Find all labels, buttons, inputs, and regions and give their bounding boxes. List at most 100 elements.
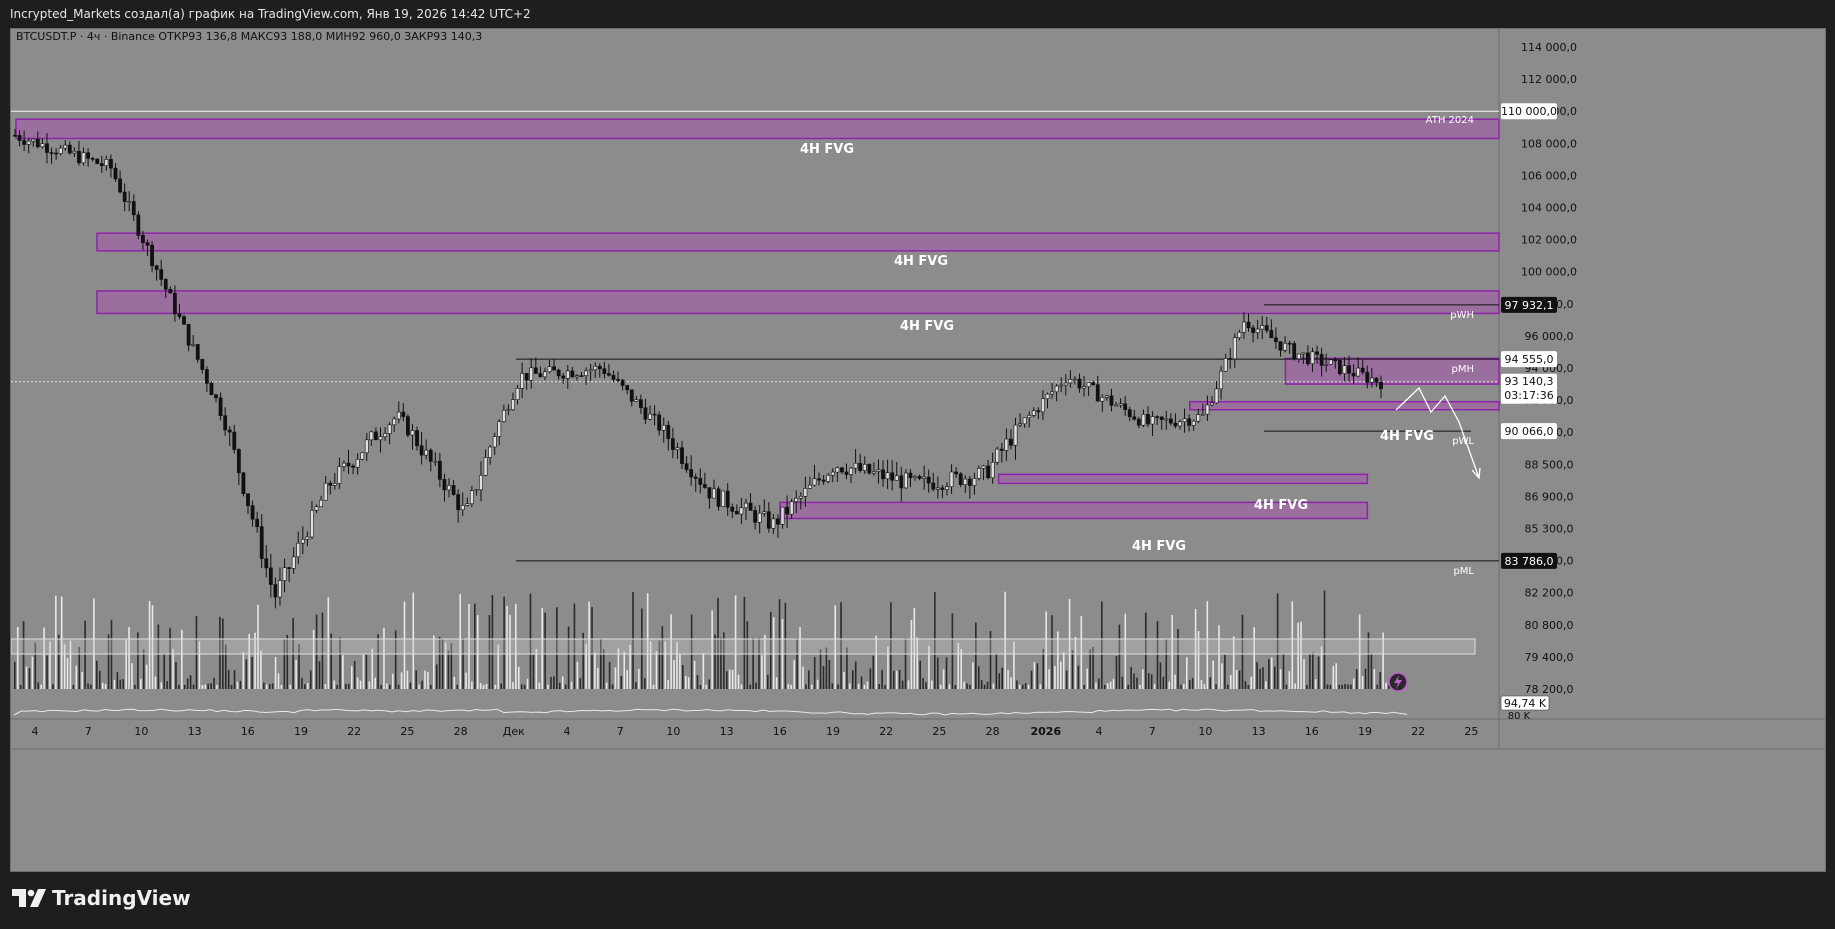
- candle-body: [1347, 365, 1351, 374]
- tradingview-logo[interactable]: TradingView: [12, 886, 191, 910]
- candle-body: [13, 134, 17, 137]
- candle-body: [1018, 423, 1022, 426]
- volume-bar: [1379, 672, 1381, 689]
- volume-bar: [1174, 674, 1176, 689]
- candle-body: [707, 487, 712, 499]
- candle-body: [246, 493, 250, 506]
- candle-body: [296, 542, 301, 558]
- volume-ma-line: [13, 708, 1408, 716]
- candle-body: [1251, 327, 1255, 333]
- volume-bar: [529, 593, 532, 689]
- candle-body: [1095, 384, 1100, 402]
- candle-body: [757, 512, 762, 523]
- candle-body: [259, 526, 264, 559]
- candle-body: [638, 399, 643, 408]
- candle-body: [634, 399, 639, 402]
- candle-body: [1242, 321, 1246, 333]
- fvg-label: 4H FVG: [894, 254, 948, 269]
- y-tick-label: 114 000,0: [1521, 41, 1577, 54]
- volume-bar: [849, 683, 851, 689]
- candle-body: [1146, 414, 1150, 425]
- volume-bar: [84, 620, 86, 689]
- candle-body: [776, 518, 780, 525]
- volume-bar: [409, 682, 412, 689]
- volume-bar: [986, 681, 989, 689]
- candle-body: [565, 370, 570, 379]
- volume-bar: [1265, 681, 1267, 689]
- volume-bar: [301, 677, 303, 689]
- candle-body: [597, 365, 602, 370]
- candle-body: [958, 473, 963, 485]
- volume-bar: [948, 684, 951, 689]
- candle-body: [990, 461, 995, 479]
- candle-body: [716, 488, 721, 507]
- fvg-zone: [96, 232, 1500, 252]
- volume-bar: [517, 666, 520, 689]
- projection-path: [1395, 386, 1480, 479]
- candle-body: [159, 269, 164, 280]
- volume-bar: [1188, 680, 1191, 689]
- volume-bar: [1007, 669, 1009, 689]
- volume-bar: [204, 684, 207, 689]
- volume-bar: [617, 648, 620, 689]
- candle-body: [853, 462, 858, 469]
- candle-body: [218, 397, 223, 416]
- candle-body: [1104, 395, 1109, 398]
- candle-body: [77, 150, 81, 164]
- fvg-zone: [997, 473, 1369, 485]
- candle-body: [821, 479, 826, 482]
- volume-bar: [160, 682, 163, 689]
- level-label: pWL: [1452, 436, 1474, 447]
- volume-bar: [1247, 684, 1250, 689]
- volume-bar: [397, 684, 400, 689]
- volume-bar: [1077, 665, 1080, 689]
- candle-body: [739, 507, 744, 515]
- x-tick-label: 7: [85, 725, 92, 738]
- candle-body: [1086, 382, 1091, 387]
- volume-bar: [336, 684, 338, 689]
- candle-body: [113, 167, 118, 180]
- volume-bar: [350, 666, 353, 689]
- volume-bar: [693, 660, 696, 689]
- candle-body: [1114, 404, 1118, 407]
- volume-bar: [646, 593, 649, 689]
- volume-bar: [488, 615, 491, 689]
- candle-body: [926, 476, 931, 484]
- price-chart[interactable]: 114 000,0 112 000,0 110 000,0 108 000,0 106 …: [11, 29, 1825, 871]
- volume-bar: [907, 680, 910, 689]
- header-text: Incrypted_Markets создал(а) график на Tr…: [10, 7, 531, 21]
- volume-bar: [1086, 668, 1088, 689]
- chart-frame[interactable]: 114 000,0 112 000,0 110 000,0 108 000,0 106 …: [10, 28, 1826, 872]
- volume-bar: [242, 652, 245, 689]
- volume-bar: [28, 667, 31, 689]
- fvg-zone: [96, 290, 1500, 315]
- candle-body: [1118, 403, 1123, 406]
- candle-body: [826, 474, 831, 482]
- candle-body: [122, 191, 127, 202]
- volume-bar: [265, 684, 268, 689]
- volume-bar: [702, 653, 705, 689]
- volume-bar: [377, 634, 379, 689]
- volume-bar: [1171, 615, 1173, 689]
- candle-body: [273, 584, 278, 598]
- volume-bar: [737, 674, 740, 689]
- volume-bar: [1027, 684, 1030, 689]
- candle-body: [702, 484, 707, 488]
- volume-bar: [687, 677, 690, 689]
- price-label-box: [1501, 351, 1557, 368]
- volume-bar: [872, 655, 875, 689]
- volume-bar: [69, 640, 72, 689]
- volume-bar: [699, 684, 702, 689]
- candle-body: [812, 478, 817, 486]
- candle-body: [602, 368, 607, 374]
- candle-body: [794, 497, 799, 502]
- volume-bar: [49, 641, 51, 689]
- volume-bar: [353, 661, 356, 689]
- candle-body: [337, 466, 342, 484]
- volume-bar: [520, 684, 523, 689]
- candle-body: [817, 478, 821, 481]
- volume-bar: [769, 611, 772, 689]
- x-tick-label: 2026: [1030, 725, 1061, 738]
- x-tick-label: 10: [134, 725, 148, 738]
- volume-bar: [1370, 654, 1373, 689]
